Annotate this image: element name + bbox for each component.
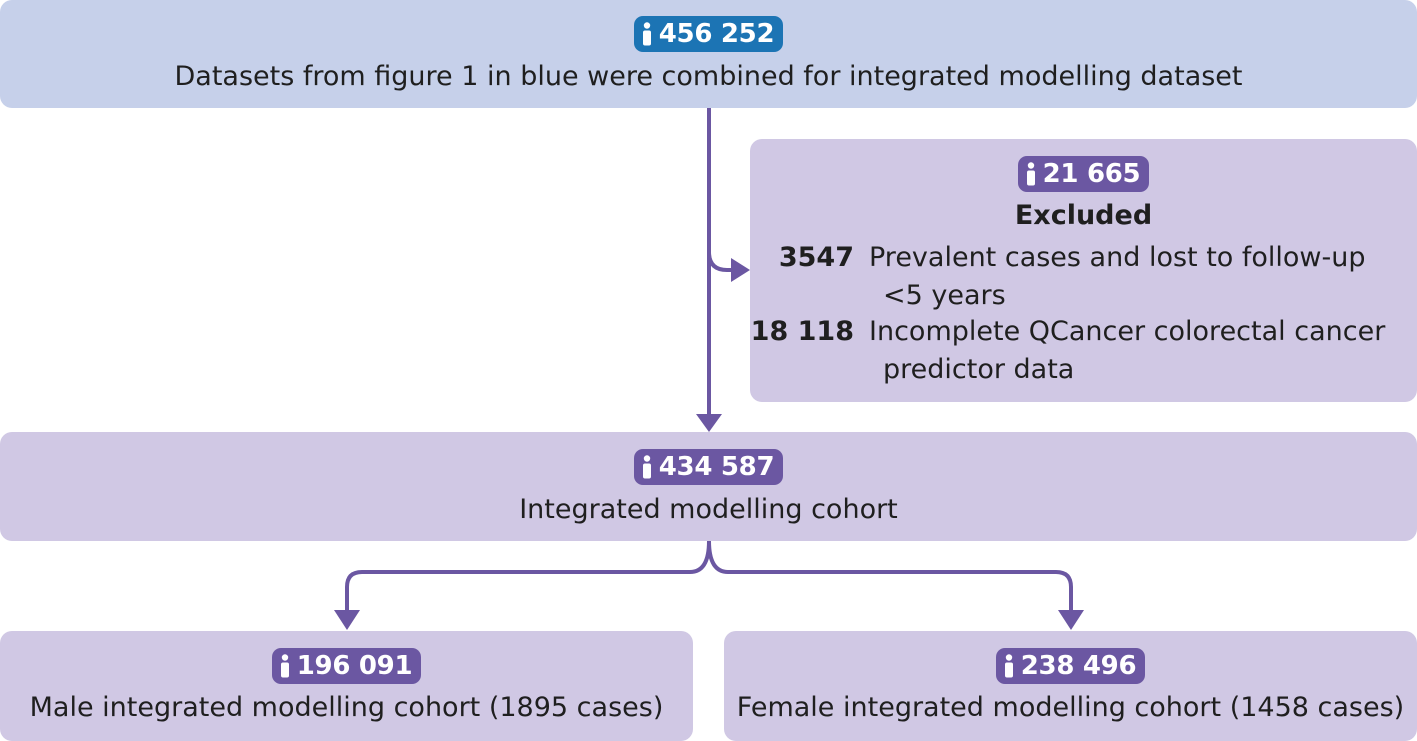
excluded-item: 18 118 Incomplete QCancer colorectal can… — [750, 313, 1417, 389]
female-cohort-box: 238 496 Female integrated modelling coho… — [724, 631, 1417, 741]
excluded-item-text-cont: <5 years — [883, 280, 1006, 311]
excluded-item-number: 3547 — [778, 242, 854, 273]
integrated-description: Integrated modelling cohort — [519, 494, 898, 525]
count-badge: 21 665 — [1017, 156, 1150, 192]
female-count: 238 496 — [1020, 651, 1137, 681]
person-icon — [642, 22, 651, 46]
count-badge: 434 587 — [633, 449, 784, 485]
count-badge: 196 091 — [271, 648, 422, 684]
person-icon — [1004, 654, 1013, 678]
excluded-item-text: Incomplete QCancer colorectal cancer — [869, 316, 1386, 347]
person-icon — [1026, 162, 1035, 186]
top-count: 456 252 — [658, 19, 775, 49]
count-badge: 238 496 — [995, 648, 1146, 684]
arrowhead-icon — [334, 610, 360, 630]
excluded-title: Excluded — [1014, 200, 1153, 231]
excluded-item: 3547 Prevalent cases and lost to follow-… — [750, 239, 1417, 315]
connector-to-male — [345, 540, 711, 612]
person-icon — [280, 654, 289, 678]
arrowhead-icon — [1058, 610, 1084, 630]
person-icon — [642, 455, 651, 479]
count-badge: 456 252 — [633, 16, 784, 52]
connector-to-female — [707, 540, 1073, 612]
excluded-item-text-cont: predictor data — [883, 354, 1075, 385]
female-description: Female integrated modelling cohort (1458… — [736, 692, 1405, 723]
male-count: 196 091 — [296, 651, 413, 681]
top-dataset-box: 456 252 Datasets from figure 1 in blue w… — [0, 0, 1417, 108]
excluded-item-text: Prevalent cases and lost to follow-up — [869, 242, 1366, 273]
connector-to-excluded — [707, 251, 736, 272]
male-cohort-box: 196 091 Male integrated modelling cohort… — [0, 631, 693, 741]
excluded-item-number: 18 118 — [750, 316, 854, 347]
integrated-cohort-box: 434 587 Integrated modelling cohort — [0, 432, 1417, 541]
excluded-box: 21 665 Excluded 3547 Prevalent cases and… — [750, 139, 1417, 402]
top-description: Datasets from figure 1 in blue were comb… — [174, 61, 1243, 92]
male-description: Male integrated modelling cohort (1895 c… — [29, 692, 664, 723]
arrowhead-icon — [696, 414, 722, 432]
excluded-count: 21 665 — [1042, 159, 1141, 189]
integrated-count: 434 587 — [658, 452, 775, 482]
